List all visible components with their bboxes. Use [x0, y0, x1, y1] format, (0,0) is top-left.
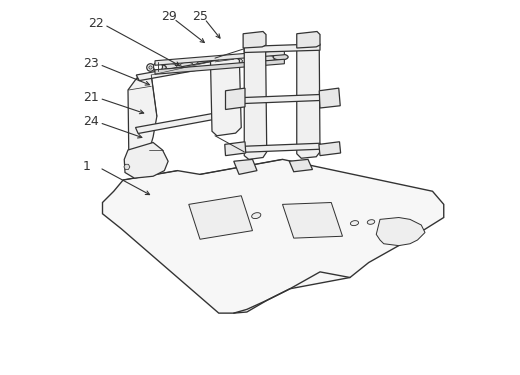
Ellipse shape [324, 94, 335, 102]
Ellipse shape [137, 75, 143, 80]
Ellipse shape [222, 59, 229, 64]
Ellipse shape [136, 128, 142, 133]
Ellipse shape [152, 161, 158, 165]
Ellipse shape [350, 220, 359, 226]
Ellipse shape [151, 64, 166, 70]
Polygon shape [289, 159, 313, 172]
Ellipse shape [231, 146, 239, 152]
Ellipse shape [249, 36, 259, 43]
Ellipse shape [153, 62, 162, 71]
Polygon shape [319, 88, 340, 108]
Polygon shape [297, 45, 320, 158]
Polygon shape [244, 45, 267, 159]
Polygon shape [234, 159, 257, 174]
Ellipse shape [180, 62, 193, 68]
Ellipse shape [235, 215, 244, 221]
Polygon shape [136, 112, 221, 134]
Ellipse shape [147, 64, 154, 71]
Polygon shape [244, 44, 320, 52]
Polygon shape [155, 50, 284, 65]
Text: 21: 21 [83, 91, 99, 104]
Polygon shape [297, 32, 320, 48]
Polygon shape [211, 56, 241, 136]
Polygon shape [225, 142, 246, 156]
Ellipse shape [216, 113, 222, 118]
Ellipse shape [164, 64, 177, 69]
Ellipse shape [325, 146, 333, 152]
Ellipse shape [230, 58, 242, 63]
Polygon shape [155, 59, 284, 74]
Ellipse shape [230, 95, 241, 103]
Polygon shape [244, 94, 320, 104]
Polygon shape [244, 143, 320, 152]
Ellipse shape [263, 56, 275, 61]
Text: 29: 29 [161, 10, 177, 23]
Ellipse shape [217, 61, 223, 65]
Polygon shape [136, 60, 223, 81]
Ellipse shape [197, 61, 210, 66]
Ellipse shape [252, 213, 261, 219]
Polygon shape [226, 88, 245, 110]
Text: 23: 23 [83, 57, 99, 70]
Text: 1: 1 [83, 160, 91, 173]
Ellipse shape [241, 165, 249, 171]
Polygon shape [319, 142, 341, 156]
Ellipse shape [138, 84, 145, 89]
Text: 24: 24 [83, 116, 99, 128]
Ellipse shape [273, 54, 288, 60]
Ellipse shape [367, 220, 375, 224]
Polygon shape [282, 202, 343, 238]
Polygon shape [124, 142, 168, 178]
Text: 25: 25 [192, 10, 207, 23]
Ellipse shape [296, 164, 305, 170]
Ellipse shape [213, 60, 226, 65]
Ellipse shape [246, 57, 259, 62]
Ellipse shape [138, 134, 145, 140]
Ellipse shape [134, 157, 140, 162]
Text: 22: 22 [88, 17, 104, 30]
Ellipse shape [222, 122, 229, 127]
Ellipse shape [302, 36, 313, 43]
Polygon shape [376, 217, 425, 246]
Polygon shape [124, 164, 130, 170]
Polygon shape [243, 32, 266, 48]
Polygon shape [102, 159, 444, 313]
Polygon shape [128, 75, 157, 156]
Polygon shape [189, 196, 253, 239]
Ellipse shape [149, 66, 152, 69]
